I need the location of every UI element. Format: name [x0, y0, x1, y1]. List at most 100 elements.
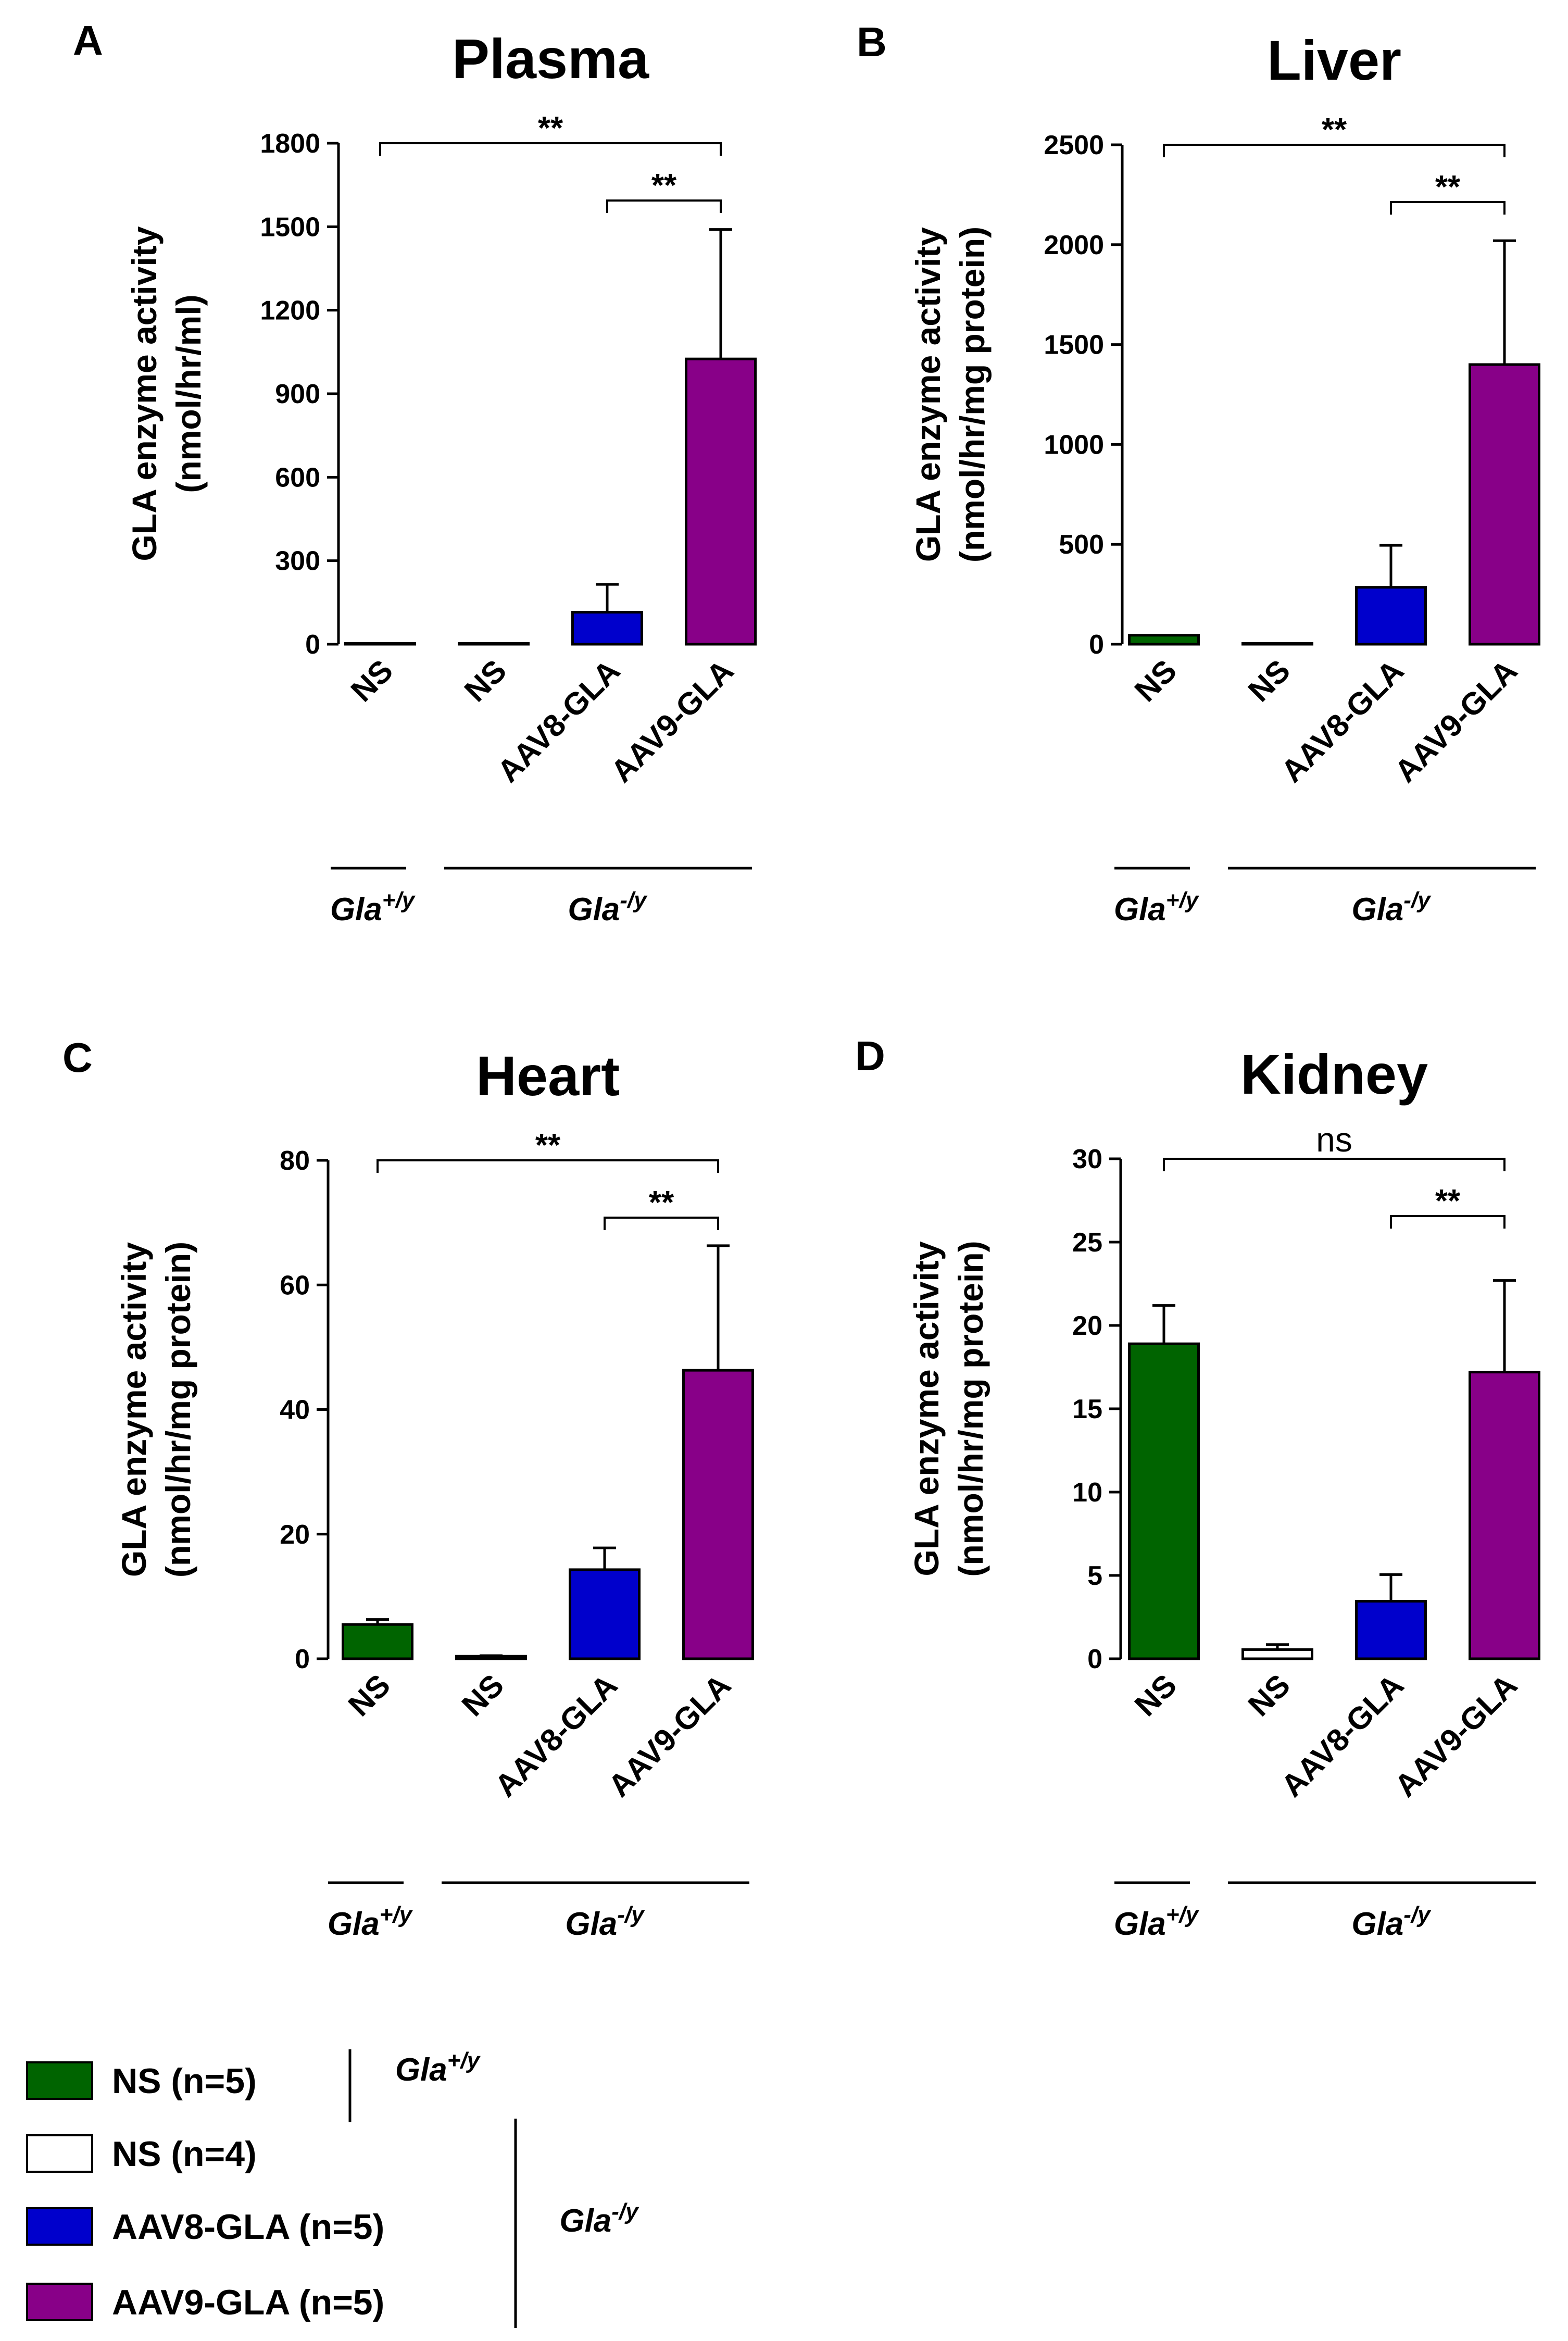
x-tick-label: NS — [1241, 1668, 1297, 1723]
legend-swatch — [26, 2061, 93, 2100]
y-tick-label: 0 — [295, 1644, 310, 1674]
bar — [1128, 1342, 1200, 1660]
y-tick-label: 60 — [280, 1270, 310, 1300]
y-axis-label-units: (nmol/hr/mg protein) — [159, 1242, 197, 1578]
y-tick-label: 0 — [305, 630, 320, 660]
y-tick-label: 20 — [280, 1520, 310, 1550]
y-tick-label: 5 — [1087, 1561, 1102, 1591]
legend-swatch — [26, 2207, 93, 2246]
panel-letter: A — [73, 17, 103, 64]
bar — [1128, 634, 1200, 646]
significance-bracket — [1163, 144, 1506, 157]
bar — [1469, 1371, 1540, 1660]
y-tick-label: 40 — [280, 1395, 310, 1425]
chart-title: Liver — [1267, 29, 1401, 92]
panel-b: B Liver GLA enzyme activity (nmol/hr/mg pro… — [857, 19, 1540, 928]
y-tick-label: 500 — [1059, 530, 1104, 560]
y-tick-label: 2500 — [1044, 130, 1104, 160]
x-tick-label: NS — [455, 1668, 510, 1723]
chart-title: Heart — [476, 1044, 620, 1107]
x-tick-label: NS — [1128, 1668, 1183, 1723]
panel-c: C Heart GLA enzyme activity (nmol/hr/mg pro… — [62, 1034, 754, 1943]
x-tick-label: NS — [1128, 653, 1183, 708]
x-tick-label: AAV9-GLA — [601, 1668, 737, 1804]
genotype-label-wt: Gla+/y — [328, 1902, 413, 1943]
y-axis-label-units: (nmol/hr/mg protein) — [953, 227, 992, 562]
significance-label: ** — [1435, 1183, 1461, 1219]
genotype-label-ko: Gla-/y — [1351, 887, 1432, 928]
chart-title: Plasma — [452, 27, 649, 90]
y-axis-label-units: (nmol/hr/mg protein) — [951, 1241, 990, 1576]
y-tick-label: 1200 — [260, 296, 320, 326]
bar — [1355, 1600, 1427, 1660]
y-tick-label: 2000 — [1044, 230, 1104, 260]
bar — [685, 357, 757, 646]
significance-label: ** — [1322, 112, 1347, 148]
bar — [344, 642, 416, 646]
legend-label: AAV8-GLA (n=5) — [112, 2207, 384, 2247]
panel-letter: D — [855, 1033, 885, 1079]
significance-label: ** — [535, 1128, 561, 1163]
legend-genotype-ko: Gla-/y — [559, 2199, 639, 2239]
bar — [571, 611, 643, 646]
significance-bracket — [379, 142, 722, 156]
significance-label: ** — [538, 110, 563, 146]
x-tick-label: NS — [458, 653, 513, 708]
genotype-label-wt: Gla+/y — [1114, 887, 1200, 928]
significance-bracket — [1390, 201, 1506, 215]
y-tick-label: 300 — [275, 546, 320, 577]
legend-label: AAV9-GLA (n=5) — [112, 2283, 384, 2322]
y-tick-label: 1500 — [1044, 330, 1104, 360]
x-tick-label: NS — [1241, 653, 1297, 708]
legend-swatch — [26, 2283, 93, 2321]
significance-bracket — [1163, 1158, 1506, 1171]
y-tick-label: 1800 — [260, 129, 320, 159]
y-tick-label: 25 — [1072, 1228, 1102, 1258]
significance-label: ** — [649, 1185, 674, 1221]
y-tick-label: 0 — [1089, 630, 1104, 660]
y-axis-label: GLA enzyme activity — [125, 226, 164, 561]
x-tick-label: AAV8-GLA — [1274, 1668, 1410, 1804]
significance-label: ** — [1435, 169, 1461, 205]
genotype-label-ko: Gla-/y — [568, 887, 648, 928]
bar — [569, 1568, 641, 1660]
y-axis-label-units: (nmol/hr/ml) — [169, 294, 208, 493]
genotype-label-wt: Gla+/y — [330, 887, 416, 928]
panel-a: A Plasma GLA enzyme activity (nmol/hr/ml) 0 3… — [73, 17, 757, 928]
significance-bracket — [1390, 1215, 1506, 1229]
y-tick-label: 15 — [1072, 1394, 1102, 1424]
significance-label: ** — [651, 168, 677, 204]
y-tick-label: 0 — [1087, 1644, 1102, 1674]
y-axis-label: GLA enzyme activity — [907, 1241, 946, 1576]
y-tick-label: 10 — [1072, 1478, 1102, 1508]
bar — [682, 1369, 754, 1660]
x-tick-label: AAV9-GLA — [604, 653, 740, 789]
panel-letter: B — [857, 19, 887, 65]
y-tick-label: 20 — [1072, 1311, 1102, 1341]
significance-bracket — [377, 1159, 719, 1173]
legend-label: NS (n=5) — [112, 2061, 257, 2101]
x-tick-label: NS — [342, 1668, 397, 1723]
y-tick-label: 1500 — [260, 212, 320, 242]
significance-bracket — [606, 199, 722, 213]
genotype-label-ko: Gla-/y — [1351, 1902, 1432, 1943]
y-tick-label: 900 — [275, 379, 320, 409]
legend-swatch — [26, 2134, 93, 2173]
x-tick-label: NS — [344, 653, 399, 708]
legend: NS (n=5) NS (n=4) AAV8-GLA (n=5) AAV9-GLA (… — [26, 2048, 639, 2328]
y-tick-label: 30 — [1072, 1144, 1102, 1174]
genotype-label-wt: Gla+/y — [1114, 1902, 1200, 1943]
bar — [458, 642, 530, 646]
chart-title: Kidney — [1240, 1043, 1428, 1106]
bar — [1241, 1648, 1313, 1660]
x-tick-label: AAV9-GLA — [1388, 653, 1524, 789]
significance-label: ns — [1316, 1120, 1352, 1159]
y-tick-label: 600 — [275, 462, 320, 493]
bar — [1469, 363, 1540, 646]
bar — [1355, 586, 1427, 646]
x-tick-label: AAV8-GLA — [1274, 653, 1410, 789]
y-axis-label: GLA enzyme activity — [115, 1242, 153, 1577]
significance-bracket — [604, 1217, 719, 1230]
legend-label: NS (n=4) — [112, 2134, 257, 2174]
